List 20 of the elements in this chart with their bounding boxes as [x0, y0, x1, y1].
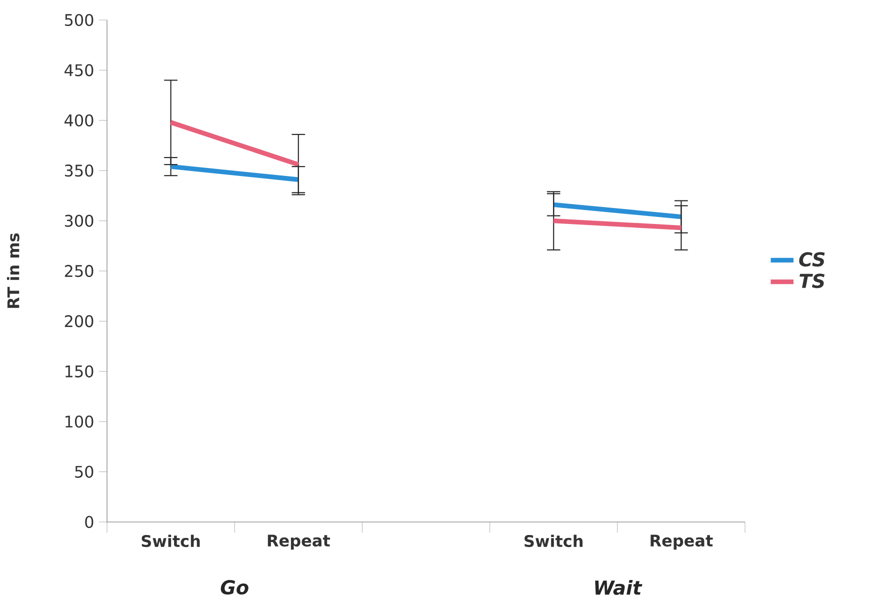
y-tick-label: 0 [85, 516, 94, 528]
y-tick-label: 100 [66, 416, 94, 428]
x-tick-label: Repeat [650, 534, 713, 550]
legend-label: TS [800, 274, 825, 288]
y-tick-label: 50 [75, 466, 94, 478]
y-axis-title: RT in ms [6, 233, 20, 308]
y-tick-label: 250 [64, 264, 94, 278]
text: Go [220, 580, 248, 595]
text: Wait [595, 580, 642, 595]
x-tick-label: Switch [524, 534, 583, 548]
y-tick-label: 300 [64, 214, 94, 227]
x-tick-label: Repeat [268, 534, 330, 550]
x-tick-label: Switch [142, 534, 200, 548]
legend-label: CS [799, 252, 825, 267]
y-tick-label: 350 [64, 164, 94, 177]
y-tick-label: 150 [66, 365, 94, 378]
y-tick-label: 450 [64, 64, 94, 76]
y-tick-label: 200 [64, 315, 94, 328]
y-tick-label: 500 [64, 14, 94, 26]
y-tick-label: 400 [64, 114, 94, 126]
